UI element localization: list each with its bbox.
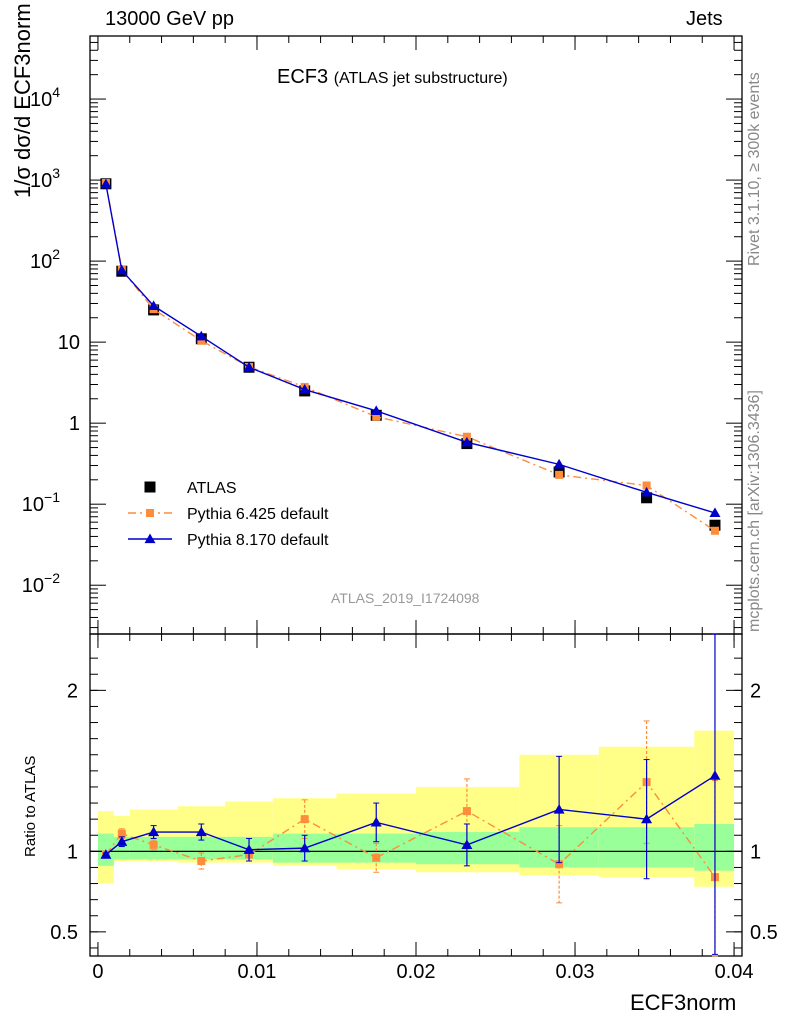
data-point-ratio — [243, 844, 255, 854]
data-point-ratio — [299, 842, 311, 853]
band-inner — [113, 836, 130, 860]
data-point-top — [461, 436, 473, 447]
ratio-y-tick-label-right: 2 — [750, 680, 761, 702]
band-inner — [177, 836, 226, 860]
ratio-y-tick-label-right: 1 — [750, 841, 761, 863]
ratio-y-tick-label: 0.5 — [50, 922, 78, 944]
legend-marker — [144, 533, 156, 544]
y-tick-label: 10 — [58, 332, 80, 354]
data-point-top — [709, 507, 721, 518]
x-axis-label: ECF3norm — [630, 990, 737, 1015]
plot-title-sub: (ATLAS jet substructure) — [333, 70, 508, 87]
series-line-top — [105, 182, 716, 532]
data-point-top — [100, 178, 112, 189]
series-layer — [100, 178, 721, 957]
y-tick-label: 102 — [30, 246, 60, 273]
data-point-top — [243, 361, 255, 372]
data-point-top — [555, 470, 564, 479]
energy-label: 13000 GeV pp — [105, 8, 234, 30]
y-axis-label-top: 1/σ dσ/d ECF3norm — [10, 3, 35, 198]
data-point-ratio — [117, 829, 126, 838]
data-point-ratio — [149, 840, 158, 849]
band-inner — [694, 823, 735, 871]
data-point-top — [641, 492, 653, 504]
rivet-version-label: Rivet 3.1.10, ≥ 300k events — [746, 72, 763, 266]
data-point-ratio — [116, 836, 128, 846]
y-tick-label: 1 — [69, 413, 80, 435]
legend-marker — [144, 481, 156, 493]
data-point-ratio — [641, 813, 653, 824]
data-point-ratio — [553, 803, 565, 814]
ratio-y-tick-label: 1 — [67, 841, 78, 863]
ratio-y-tick-label-right: 0.5 — [750, 922, 778, 944]
data-point-top — [116, 264, 128, 275]
data-point-top — [641, 486, 653, 497]
data-point-ratio — [555, 860, 564, 869]
y-tick-label: 104 — [30, 84, 60, 111]
data-point-top — [299, 384, 311, 394]
data-point-ratio — [709, 770, 721, 780]
data-point-ratio — [148, 826, 160, 837]
plot-title: ECF3 (ATLAS jet substructure) — [277, 66, 508, 89]
data-point-top — [195, 330, 207, 341]
data-point-ratio — [195, 826, 207, 837]
axis-ticks: 0 0.01 0.02 0.03 0.04 10−2 10−1 1 10 102 103 104 0.5… — [22, 35, 778, 983]
series-line-ratio — [105, 781, 716, 878]
data-point-ratio — [370, 816, 382, 827]
x-tick-label: 0 — [92, 961, 103, 983]
legend-label: Pythia 6.425 default — [187, 506, 329, 523]
mcplots-label: mcplots.cern.ch [arXiv:1306.3436] — [746, 390, 763, 632]
ratio-uncertainty-bands — [90, 730, 742, 887]
analysis-id: ATLAS_2019_I1724098 — [331, 590, 480, 606]
y-tick-label: 103 — [30, 165, 60, 192]
legend-label: Pythia 8.170 default — [187, 532, 329, 549]
data-point-ratio — [197, 857, 206, 866]
legend: ATLAS Pythia 6.425 default Pythia 8.170 de… — [128, 480, 329, 549]
plot-title-main: ECF3 — [277, 66, 329, 88]
data-point-ratio — [100, 849, 112, 859]
data-point-ratio — [372, 853, 381, 862]
y-axis-label-ratio: Ratio to ATLAS — [22, 755, 39, 857]
data-point-top — [709, 519, 721, 531]
x-tick-label: 0.01 — [238, 961, 277, 983]
x-tick-label: 0.04 — [715, 961, 754, 983]
x-tick-label: 0.03 — [556, 961, 595, 983]
y-tick-label: 10−2 — [22, 570, 60, 597]
legend-label: ATLAS — [187, 480, 237, 497]
x-tick-label: 0.02 — [397, 961, 436, 983]
data-point-ratio — [461, 839, 473, 850]
legend-marker — [146, 509, 154, 517]
data-point-top — [642, 481, 651, 490]
data-point-ratio — [300, 815, 309, 824]
data-point-top — [372, 412, 381, 421]
series-line-top — [105, 184, 716, 514]
data-point-ratio — [462, 807, 471, 816]
data-point-top — [148, 300, 160, 311]
data-point-top — [553, 458, 565, 469]
data-point-top — [370, 405, 382, 415]
data-point-top — [197, 336, 206, 345]
ratio-y-tick-label: 2 — [67, 680, 78, 702]
data-point-top — [462, 432, 471, 441]
data-point-top — [710, 526, 719, 535]
y-tick-label: 10−1 — [22, 489, 60, 516]
process-label: Jets — [686, 8, 723, 30]
